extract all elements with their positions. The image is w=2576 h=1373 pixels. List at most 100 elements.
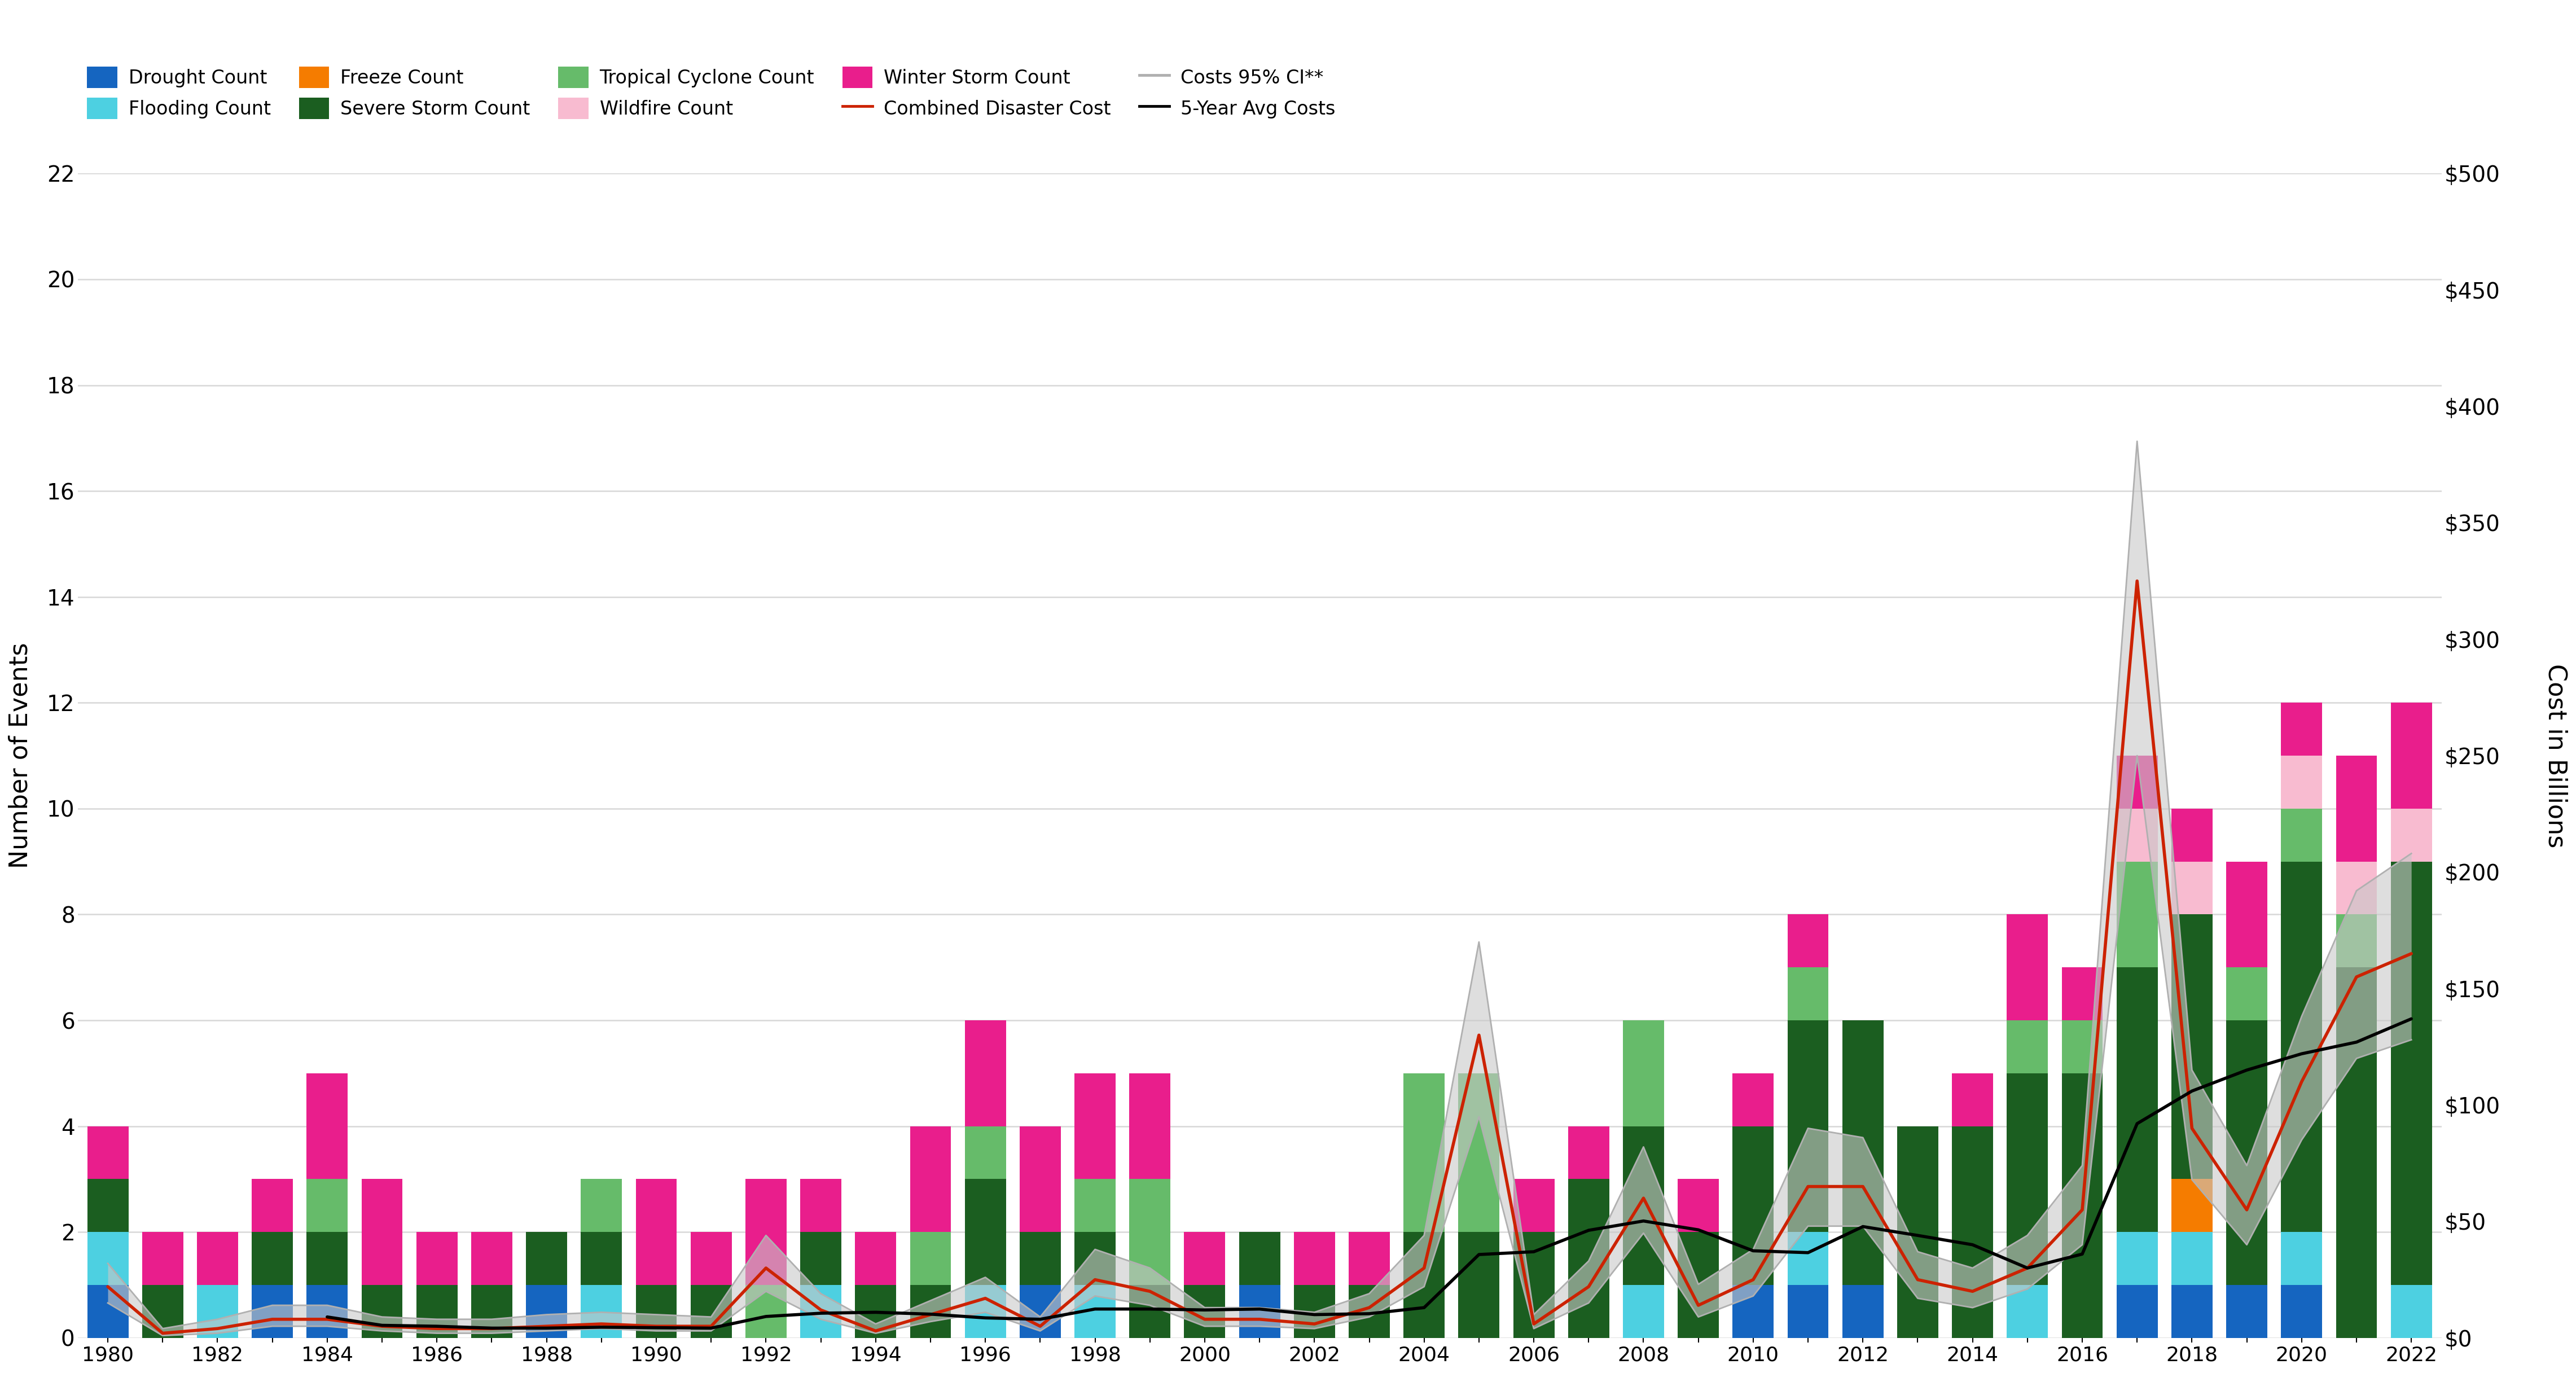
Bar <box>471 1232 513 1285</box>
Bar <box>1350 1232 1391 1285</box>
Bar <box>1512 1179 1553 1232</box>
Bar <box>2007 1020 2048 1074</box>
Bar <box>1239 1285 1280 1337</box>
Bar <box>196 1285 237 1337</box>
Bar <box>2172 1179 2213 1232</box>
Bar <box>1623 1285 1664 1337</box>
Bar <box>2061 968 2102 1020</box>
Bar <box>2336 755 2378 861</box>
Bar <box>2117 968 2159 1232</box>
Bar <box>1020 1285 1061 1337</box>
Bar <box>1734 1074 1775 1126</box>
Bar <box>307 1074 348 1179</box>
Bar <box>526 1232 567 1285</box>
Bar <box>252 1179 294 1232</box>
Bar <box>142 1232 183 1285</box>
Bar <box>1623 1126 1664 1285</box>
Bar <box>2172 914 2213 1179</box>
Bar <box>2117 1285 2159 1337</box>
Bar <box>2391 703 2432 809</box>
Bar <box>471 1285 513 1337</box>
Bar <box>307 1285 348 1337</box>
Bar <box>2226 968 2267 1020</box>
Bar <box>966 1126 1005 1179</box>
Bar <box>2282 861 2321 1232</box>
Bar <box>1074 1074 1115 1179</box>
Bar <box>1293 1232 1334 1285</box>
Bar <box>1404 1074 1445 1232</box>
Bar <box>2226 1020 2267 1285</box>
Bar <box>2172 809 2213 861</box>
Bar <box>690 1285 732 1337</box>
Bar <box>580 1232 621 1285</box>
Bar <box>361 1285 402 1337</box>
Bar <box>690 1232 732 1285</box>
Bar <box>1512 1232 1553 1337</box>
Bar <box>1842 1285 1883 1337</box>
Bar <box>1896 1126 1937 1337</box>
Bar <box>307 1179 348 1232</box>
Bar <box>966 1285 1005 1337</box>
Bar <box>2007 1285 2048 1337</box>
Bar <box>636 1179 677 1285</box>
Bar <box>252 1232 294 1285</box>
Bar <box>1623 1020 1664 1126</box>
Bar <box>526 1285 567 1337</box>
Bar <box>801 1232 842 1285</box>
Bar <box>2007 1074 2048 1285</box>
Bar <box>361 1179 402 1285</box>
Bar <box>2172 861 2213 914</box>
Bar <box>966 1179 1005 1285</box>
Bar <box>1953 1126 1994 1337</box>
Bar <box>1074 1285 1115 1337</box>
Bar <box>2282 809 2321 861</box>
Legend: Drought Count, Flooding Count, Freeze Count, Severe Storm Count, Tropical Cyclon: Drought Count, Flooding Count, Freeze Co… <box>88 66 1334 119</box>
Y-axis label: Cost in Billions: Cost in Billions <box>2543 663 2568 847</box>
Bar <box>1128 1074 1170 1179</box>
Bar <box>1293 1285 1334 1337</box>
Bar <box>1788 1285 1829 1337</box>
Bar <box>2336 914 2378 968</box>
Bar <box>2117 861 2159 968</box>
Bar <box>1953 1074 1994 1126</box>
Bar <box>909 1232 951 1285</box>
Bar <box>636 1285 677 1337</box>
Bar <box>1788 914 1829 968</box>
Bar <box>1074 1179 1115 1232</box>
Bar <box>196 1232 237 1285</box>
Bar <box>88 1179 129 1232</box>
Bar <box>1074 1232 1115 1285</box>
Bar <box>1788 968 1829 1020</box>
Bar <box>142 1285 183 1337</box>
Bar <box>88 1285 129 1337</box>
Bar <box>417 1232 459 1285</box>
Y-axis label: Number of Events: Number of Events <box>8 643 33 869</box>
Bar <box>1350 1285 1391 1337</box>
Bar <box>1128 1285 1170 1337</box>
Bar <box>1458 1232 1499 1337</box>
Bar <box>2117 1232 2159 1285</box>
Bar <box>2172 1285 2213 1337</box>
Bar <box>2117 809 2159 861</box>
Bar <box>2282 1232 2321 1285</box>
Bar <box>252 1285 294 1337</box>
Bar <box>1677 1179 1718 1232</box>
Bar <box>2391 861 2432 1285</box>
Bar <box>1185 1285 1226 1337</box>
Bar <box>1734 1126 1775 1285</box>
Bar <box>2061 1020 2102 1074</box>
Bar <box>2117 755 2159 809</box>
Bar <box>2391 809 2432 861</box>
Bar <box>1788 1232 1829 1285</box>
Bar <box>744 1179 786 1285</box>
Bar <box>2282 703 2321 755</box>
Bar <box>88 1126 129 1179</box>
Bar <box>1677 1232 1718 1337</box>
Bar <box>1788 1020 1829 1232</box>
Bar <box>1569 1126 1610 1179</box>
Bar <box>2061 1074 2102 1337</box>
Bar <box>1734 1285 1775 1337</box>
Bar <box>909 1126 951 1232</box>
Bar <box>909 1285 951 1337</box>
Bar <box>2282 755 2321 809</box>
